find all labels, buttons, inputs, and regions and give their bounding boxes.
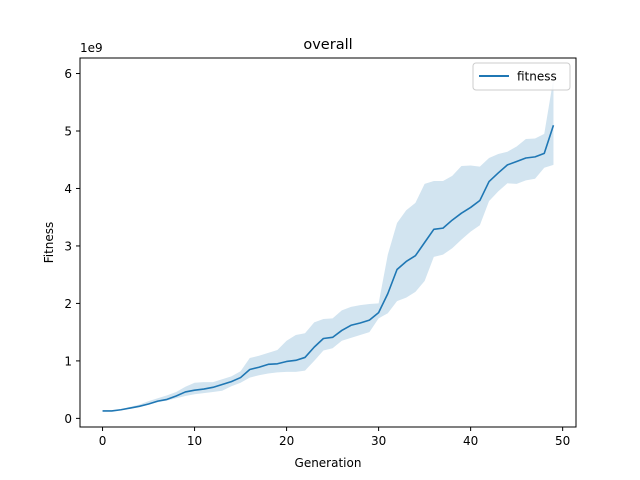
y-tick-label: 5 bbox=[64, 124, 72, 138]
y-tick-label: 6 bbox=[64, 67, 72, 81]
x-tick-label: 30 bbox=[371, 434, 386, 448]
fitness-line bbox=[102, 125, 555, 412]
y-offset-label: 1e9 bbox=[80, 41, 103, 55]
y-tick-label: 2 bbox=[64, 297, 72, 311]
x-tick-label: 20 bbox=[279, 434, 294, 448]
x-tick-label: 0 bbox=[99, 434, 107, 448]
x-tick-label: 40 bbox=[463, 434, 478, 448]
y-tick-label: 1 bbox=[64, 354, 72, 368]
x-tick-label: 10 bbox=[187, 434, 202, 448]
fitness-band bbox=[102, 78, 554, 411]
y-tick-label: 4 bbox=[64, 182, 72, 196]
legend: fitness bbox=[472, 62, 571, 91]
y-tick-label: 0 bbox=[64, 412, 72, 426]
plot-frame bbox=[79, 57, 577, 428]
y-tick-label: 3 bbox=[64, 239, 72, 253]
x-tick-label: 50 bbox=[555, 434, 570, 448]
legend-label-fitness: fitness bbox=[517, 70, 557, 84]
x-axis-label: Generation bbox=[295, 456, 362, 470]
chart-title: overall bbox=[303, 37, 352, 53]
legend-box bbox=[472, 62, 571, 91]
y-axis-label: Fitness bbox=[42, 222, 56, 264]
